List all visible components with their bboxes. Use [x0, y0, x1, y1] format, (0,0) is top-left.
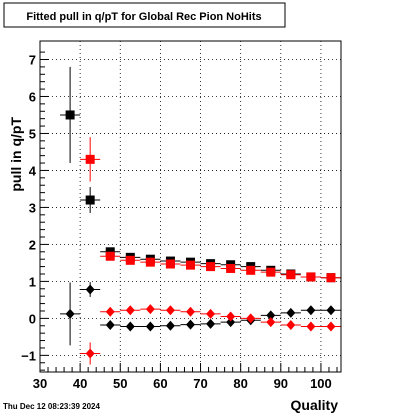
y-tick-label: 0 [29, 311, 36, 326]
data-point [306, 305, 316, 316]
data-point [186, 306, 195, 317]
y-tick-label: −1 [21, 348, 36, 363]
title-box [3, 2, 286, 28]
x-tick-label: 30 [33, 376, 47, 391]
y-tick-label: 5 [29, 126, 36, 141]
series-1 [80, 137, 341, 283]
data-point [206, 318, 216, 329]
data-point [226, 317, 236, 328]
series-3 [80, 304, 341, 365]
data-point [246, 265, 256, 275]
data-point [286, 307, 296, 318]
series-layer [60, 66, 341, 365]
x-tick-label: 90 [274, 376, 288, 391]
timestamp: Thu Dec 12 08:23:39 2024 [3, 402, 100, 411]
data-point [226, 263, 236, 273]
data-point [226, 311, 236, 322]
data-point [186, 319, 195, 330]
data-point [306, 321, 316, 332]
y-tick-label: 6 [29, 89, 36, 104]
data-point [125, 305, 135, 316]
data-point [125, 255, 135, 265]
data-point [165, 259, 175, 269]
x-tick-label: 70 [193, 376, 207, 391]
data-point [266, 267, 276, 277]
data-point [326, 273, 336, 283]
data-point [286, 320, 296, 331]
data-point [266, 310, 276, 321]
y-tick-label: 3 [29, 200, 36, 215]
data-point [65, 110, 75, 120]
data-point [165, 320, 175, 331]
tick-layer: 30 40 50 60 70 80 90 100 −1 0 1 2 3 4 5 6 7 [21, 51, 338, 391]
data-point [65, 308, 75, 319]
data-point [145, 257, 155, 267]
x-tick-label: 80 [233, 376, 247, 391]
x-tick-label: 100 [310, 376, 332, 391]
data-point [125, 321, 135, 332]
data-point [85, 284, 95, 295]
data-point [246, 313, 256, 324]
chart-title: Fitted pull in q/pT for Global Rec Pion … [26, 11, 261, 23]
data-point [326, 321, 336, 332]
x-tick-label: 60 [153, 376, 167, 391]
data-point [326, 305, 336, 316]
data-point [85, 154, 95, 164]
y-axis-label: pull in q/pT [8, 117, 24, 192]
y-tick-label: 4 [29, 163, 37, 178]
series-2 [60, 282, 341, 346]
data-point [306, 272, 316, 282]
data-point [266, 317, 276, 328]
data-point [105, 320, 115, 331]
data-point [186, 260, 195, 270]
y-tick-label: 2 [29, 237, 36, 252]
data-point [145, 321, 155, 332]
x-tick-label: 40 [73, 376, 87, 391]
x-tick-label: 50 [113, 376, 127, 391]
y-tick-label: 7 [29, 52, 36, 67]
data-point [105, 306, 115, 317]
data-point [105, 251, 115, 261]
data-point [206, 308, 216, 319]
y-tick-label: 1 [29, 274, 36, 289]
data-point [85, 195, 95, 205]
data-point [206, 262, 216, 272]
data-point [165, 305, 175, 316]
x-axis-label: Quality [291, 397, 339, 413]
plot-frame [39, 40, 342, 373]
data-point [286, 270, 296, 280]
data-point [145, 304, 155, 315]
data-point [85, 348, 95, 359]
